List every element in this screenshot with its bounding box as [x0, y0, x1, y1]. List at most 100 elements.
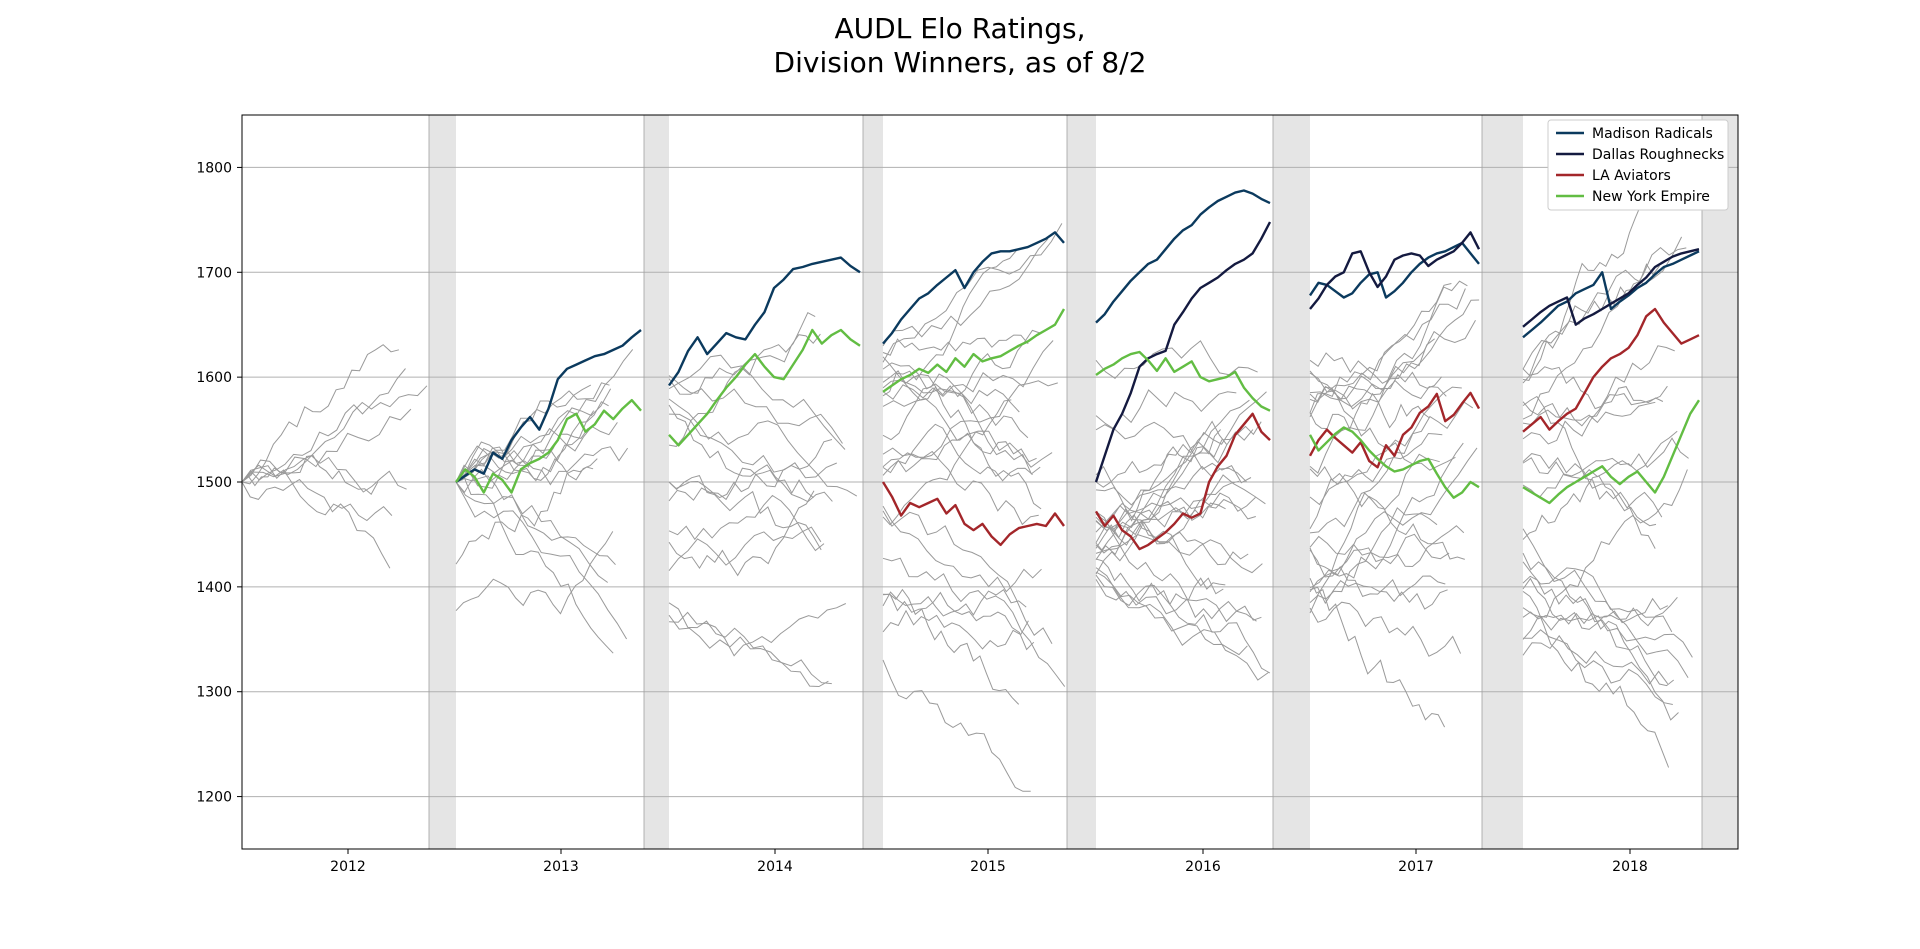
team-line-2016	[1095, 502, 1226, 546]
team-line-2018	[1522, 552, 1679, 721]
team-line-2018	[1522, 475, 1657, 540]
y-tick-label: 1800	[196, 160, 232, 176]
series-line-la-aviators-2018	[1522, 307, 1700, 433]
team-line-2015	[882, 238, 1049, 347]
series-line-madison-radicals-2018	[1522, 250, 1700, 339]
legend: Madison Radicals Dallas Roughnecks LA Avia…	[1547, 119, 1729, 211]
team-line-2015	[882, 423, 1033, 482]
x-tick-label: 2015	[970, 859, 1006, 875]
series-line-new-york-empire-2017	[1308, 426, 1480, 499]
team-line-2015	[882, 340, 1054, 400]
team-line-2015	[882, 370, 1042, 510]
team-line-2015	[882, 432, 1037, 476]
team-line-2013	[455, 481, 608, 583]
team-line-2017	[1309, 453, 1440, 603]
y-tick-label: 1700	[196, 265, 232, 281]
series-line-new-york-empire-2018	[1522, 399, 1701, 505]
team-line-2013	[455, 428, 589, 483]
team-line-2013	[455, 481, 628, 640]
team-line-2017	[1309, 319, 1476, 408]
team-line-2013	[455, 475, 616, 566]
series-line-new-york-empire-2015	[882, 308, 1066, 393]
team-line-2014	[668, 603, 847, 657]
team-line-2015	[882, 591, 1035, 651]
y-tick-label: 1500	[196, 475, 232, 491]
team-line-2017	[1309, 525, 1465, 572]
legend-label-1: Dallas Roughnecks	[1592, 147, 1724, 163]
team-line-2015	[882, 450, 1039, 526]
team-line-2015	[882, 380, 1058, 459]
team-line-2014	[668, 439, 833, 502]
team-line-2018	[1522, 561, 1673, 633]
team-line-2017	[1309, 465, 1465, 560]
team-line-2014	[668, 469, 814, 499]
team-line-2013	[455, 474, 614, 654]
team-line-2014	[668, 526, 822, 572]
team-line-2015	[882, 505, 1042, 593]
team-line-2017	[1309, 280, 1468, 474]
series-line-la-aviators-2016	[1094, 412, 1271, 551]
series-line-madison-radicals-2013	[455, 329, 642, 483]
team-line-2014	[668, 378, 843, 444]
series-line-dallas-roughnecks-2016	[1094, 221, 1272, 483]
series-line-madison-radicals-2014	[668, 256, 861, 387]
team-line-2016	[1095, 574, 1271, 674]
team-line-2016	[1095, 415, 1252, 484]
legend-label-2: LA Aviators	[1592, 168, 1671, 184]
team-line-2016	[1095, 571, 1248, 656]
team-line-2012	[241, 454, 379, 495]
team-line-2016	[1095, 511, 1262, 621]
team-line-2013	[455, 384, 592, 483]
team-line-2015	[882, 223, 1063, 363]
team-line-2013	[455, 382, 610, 483]
team-line-2014	[668, 490, 815, 577]
team-line-2016	[1095, 429, 1254, 533]
team-line-2017	[1309, 549, 1446, 598]
team-line-2018	[1522, 395, 1656, 549]
team-line-2018	[1522, 528, 1689, 679]
team-line-2017	[1309, 442, 1464, 593]
team-line-2012	[241, 478, 391, 569]
team-line-2018	[1522, 430, 1678, 499]
series-line-new-york-empire-2016	[1095, 350, 1271, 412]
team-line-2014	[668, 404, 833, 503]
y-tick-label: 1200	[196, 790, 232, 806]
team-line-2018	[1522, 453, 1663, 518]
team-line-2016	[1095, 465, 1224, 595]
team-line-2016	[1095, 474, 1266, 532]
team-line-2018	[1522, 236, 1683, 370]
chart-title-line-2: Division Winners, as of 8/2	[773, 46, 1147, 79]
team-line-2018	[1522, 263, 1660, 377]
team-line-2018	[1522, 629, 1673, 705]
team-line-2012	[241, 344, 400, 485]
team-line-2015	[882, 398, 1053, 468]
team-line-2016	[1095, 579, 1257, 623]
team-line-2014	[668, 312, 816, 447]
team-line-2013	[455, 388, 612, 483]
series-line-dallas-roughnecks-2017	[1309, 231, 1481, 310]
team-line-2015	[882, 373, 1020, 441]
team-line-2018	[1522, 386, 1664, 427]
team-line-2014	[668, 494, 825, 552]
team-line-2018	[1522, 345, 1675, 445]
team-line-2018	[1522, 246, 1687, 420]
team-line-2014	[668, 398, 858, 497]
team-line-2012	[241, 385, 428, 483]
legend-label-0: Madison Radicals	[1592, 126, 1713, 142]
team-line-2012	[241, 464, 393, 522]
team-line-2012	[241, 455, 407, 493]
x-tick-label: 2014	[757, 859, 793, 875]
team-line-2017	[1309, 432, 1443, 529]
team-line-2015	[882, 334, 1029, 356]
team-line-2017	[1309, 601, 1462, 657]
team-line-2015	[882, 510, 1053, 644]
series-line-new-york-empire-2014	[668, 328, 861, 447]
y-tick-label: 1300	[196, 685, 232, 701]
team-line-2018	[1522, 607, 1693, 658]
team-line-2018	[1522, 634, 1669, 685]
team-line-2015	[882, 609, 1029, 650]
team-line-2018	[1522, 575, 1675, 687]
team-line-2017	[1309, 283, 1452, 413]
team-line-2018	[1522, 366, 1668, 410]
team-line-2015	[882, 362, 1041, 475]
